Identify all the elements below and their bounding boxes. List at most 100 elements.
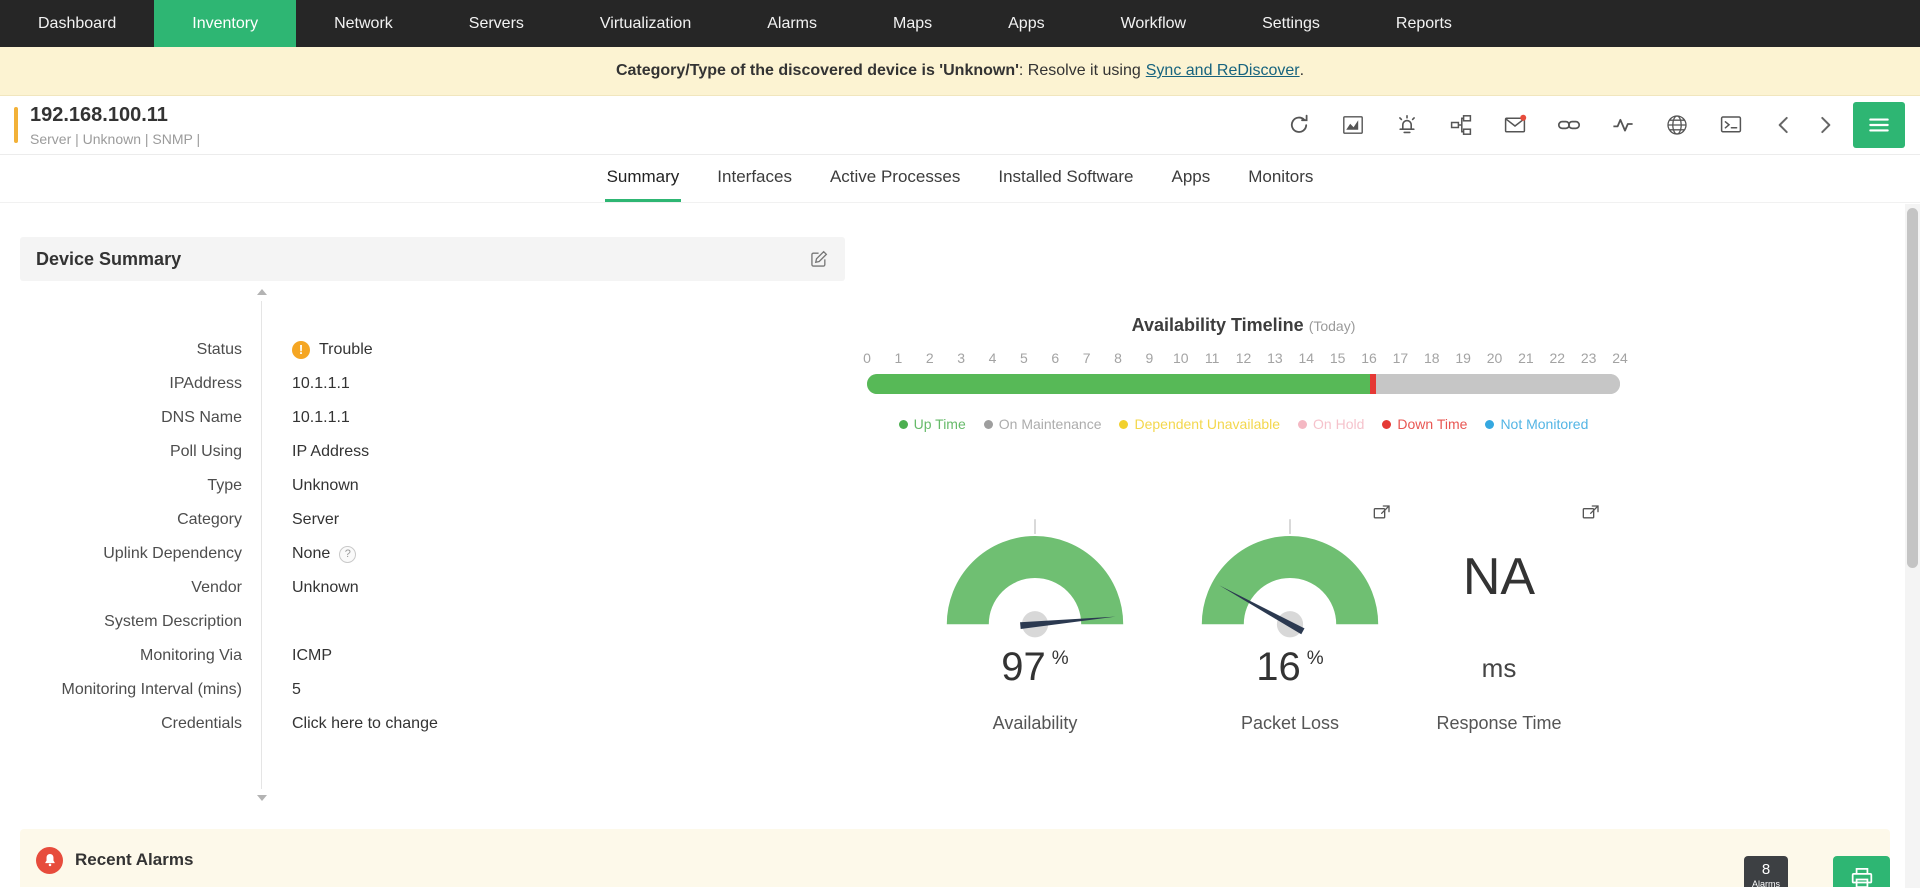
chevron-left-icon[interactable]	[1771, 112, 1797, 138]
refresh-icon[interactable]	[1287, 113, 1311, 137]
hour-label: 20	[1486, 350, 1503, 366]
hour-label: 11	[1204, 350, 1220, 366]
gauge-unit: %	[1306, 648, 1324, 669]
tab-apps[interactable]: Apps	[1171, 167, 1211, 186]
trouble-status-icon: !	[292, 341, 310, 359]
device-name: 192.168.100.11	[30, 103, 168, 126]
gauge-unit: %	[1051, 648, 1069, 669]
hour-label: 9	[1145, 350, 1154, 366]
scrollbar-thumb[interactable]	[1907, 208, 1918, 568]
field-row-poll-using: Poll Using IP Address	[20, 435, 438, 469]
field-label: DNS Name	[161, 409, 242, 426]
legend-dot	[1382, 419, 1392, 429]
menu-button[interactable]	[1853, 102, 1905, 148]
nav-item-reports[interactable]: Reports	[1395, 14, 1452, 32]
timeline-segment-not-monitored	[1376, 374, 1620, 394]
field-row-monitoring-interval-mins: Monitoring Interval (mins) 5	[20, 673, 438, 707]
nav-item-inventory[interactable]: Inventory	[154, 0, 297, 47]
field-value-text: 10.1.1.1	[292, 409, 350, 426]
nav-item-settings[interactable]: Settings	[1262, 14, 1320, 32]
tab-installed-software[interactable]: Installed Software	[998, 167, 1134, 186]
hour-label: 17	[1392, 350, 1409, 366]
help-icon[interactable]: ?	[339, 545, 357, 563]
field-value[interactable]: Click here to change	[292, 715, 438, 733]
legend-dependent-unavailable: Dependent Unavailable	[1119, 416, 1280, 432]
summary-fields: Status! Trouble IPAddress 10.1.1.1 DNS Name 1…	[20, 333, 438, 741]
legend-on-maintenance: On Maintenance	[983, 416, 1101, 432]
hour-label: 16	[1361, 350, 1377, 366]
nav-item-alarms[interactable]: Alarms	[767, 14, 817, 32]
nav-item-maps[interactable]: Maps	[893, 14, 933, 32]
legend-dot	[1298, 419, 1308, 429]
hour-label: 18	[1423, 350, 1440, 366]
sync-rediscover-link[interactable]: Sync and ReDiscover	[1145, 62, 1300, 79]
area-chart-icon[interactable]	[1341, 113, 1365, 137]
edit-icon[interactable]	[809, 249, 829, 269]
device-toolbar	[1287, 113, 1743, 137]
legend-dot	[898, 419, 908, 429]
field-value-text: Trouble	[319, 341, 373, 358]
tab-monitors[interactable]: Monitors	[1248, 167, 1314, 186]
hour-label: 3	[957, 350, 966, 366]
mail-icon[interactable]	[1503, 113, 1527, 137]
terminal-icon[interactable]	[1719, 113, 1743, 137]
field-value-text: 10.1.1.1	[292, 375, 350, 392]
nav-item-dashboard[interactable]: Dashboard	[38, 14, 117, 32]
notification-icon[interactable]	[1395, 113, 1419, 137]
collapse-up-icon[interactable]	[257, 289, 267, 295]
nav-item-servers[interactable]: Servers	[468, 14, 524, 32]
field-value-text: Click here to change	[292, 715, 438, 732]
hour-label: 12	[1235, 350, 1252, 366]
hour-label: 19	[1455, 350, 1471, 366]
alarm-bell-icon	[36, 846, 63, 874]
legend-down-time: Down Time	[1382, 416, 1467, 432]
hour-label: 5	[1019, 350, 1028, 366]
gauge-number: 97	[1001, 645, 1046, 689]
popout-icon[interactable]	[1372, 503, 1392, 523]
notice-banner: Category/Type of the discovered device i…	[0, 47, 1920, 96]
collapse-down-icon[interactable]	[257, 795, 267, 801]
gauge-unit: ms	[1481, 653, 1517, 683]
nav-item-workflow[interactable]: Workflow	[1120, 14, 1187, 32]
field-row-dns-name: DNS Name 10.1.1.1	[20, 401, 438, 435]
column-divider[interactable]	[257, 289, 267, 801]
alarm-count-label: Alarms	[1751, 879, 1780, 887]
legend-on-hold: On Hold	[1298, 416, 1364, 432]
gauge-area: NA	[1369, 515, 1629, 639]
recent-alarms-bar: Recent Alarms	[20, 829, 1890, 887]
timeline-title: Availability Timeline (Today)	[867, 315, 1620, 336]
field-label: Monitoring Via	[140, 647, 242, 664]
nav-item-apps[interactable]: Apps	[1008, 14, 1045, 32]
globe-icon[interactable]	[1665, 113, 1689, 137]
tab-active-processes[interactable]: Active Processes	[829, 167, 961, 186]
line-chart-icon[interactable]	[1611, 113, 1635, 137]
field-row-vendor: Vendor Unknown	[20, 571, 438, 605]
legend-label: Not Monitored	[1500, 416, 1589, 432]
print-button[interactable]	[1833, 856, 1890, 887]
main-content: Device Summary Status! Trouble IPAddress 10…	[0, 203, 1920, 887]
legend-dot	[983, 419, 993, 429]
field-row-type: Type Unknown	[20, 469, 438, 503]
tab-interfaces[interactable]: Interfaces	[717, 167, 792, 186]
popout-icon[interactable]	[1581, 503, 1601, 523]
device-header: 192.168.100.11 Server | Unknown | SNMP |	[0, 96, 1920, 155]
field-value-text: IP Address	[292, 443, 370, 460]
chevron-right-icon[interactable]	[1812, 112, 1838, 138]
nav-item-network[interactable]: Network	[334, 14, 393, 32]
hour-label: 1	[894, 350, 903, 366]
field-value-text: 5	[292, 681, 301, 698]
hour-label: 6	[1051, 350, 1060, 366]
legend-dot	[1119, 419, 1129, 429]
link-icon[interactable]	[1557, 113, 1581, 137]
alarm-count-badge[interactable]: 8 Alarms	[1744, 856, 1788, 887]
field-row-monitoring-via: Monitoring Via ICMP	[20, 639, 438, 673]
device-summary-header: Device Summary	[20, 237, 845, 281]
tab-summary[interactable]: Summary	[604, 155, 682, 202]
nav-item-virtualization[interactable]: Virtualization	[599, 14, 692, 32]
gauge-area	[905, 515, 1165, 639]
field-value-text: None	[292, 545, 331, 562]
scrollbar	[1905, 204, 1920, 888]
topology-icon[interactable]	[1449, 113, 1473, 137]
section-title: Device Summary	[36, 248, 182, 269]
field-value: Server	[292, 511, 339, 529]
